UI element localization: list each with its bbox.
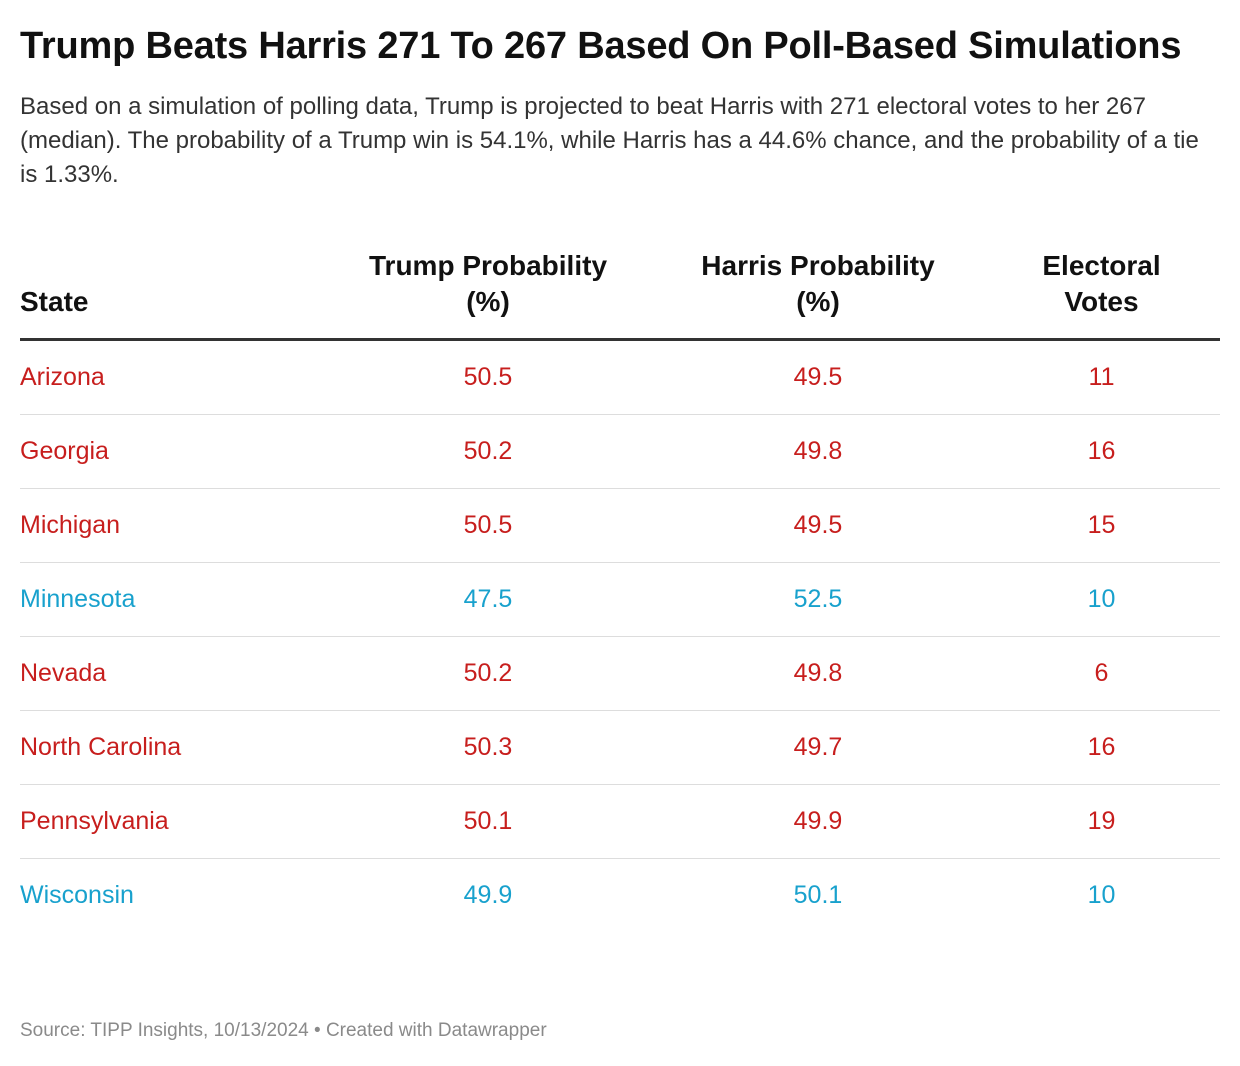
cell-electoral-votes: 15 [983, 488, 1220, 563]
cell-trump-probability: 50.5 [323, 339, 653, 415]
cell-electoral-votes: 16 [983, 710, 1220, 785]
table-row: Georgia 50.2 49.8 16 [20, 414, 1220, 489]
cell-trump-probability: 50.2 [323, 636, 653, 711]
table-row: Pennsylvania 50.1 49.9 19 [20, 784, 1220, 859]
chart-title: Trump Beats Harris 271 To 267 Based On P… [20, 25, 1182, 67]
cell-electoral-votes: 11 [983, 339, 1220, 415]
footer-separator: • [314, 1020, 321, 1041]
cell-electoral-votes: 10 [1087, 881, 1116, 909]
credit-note: Created with Datawrapper [325, 1020, 547, 1041]
cell-state: Georgia [20, 414, 323, 489]
table-body: Arizona 50.5 49.5 11 Georgia 50.2 49.8 16 Michig… [20, 339, 1220, 933]
cell-trump-probability: 50.3 [323, 710, 653, 785]
source-note: Source: TIPP Insights, 10/13/2024 [20, 1020, 309, 1041]
table-row: Minnesota 47.5 52.5 10 [20, 562, 1220, 637]
cell-state: Nevada [20, 636, 323, 711]
column-header-electoral-votes-label: Electoral Votes [1042, 250, 1161, 317]
cell-harris-probability: 50.1 [793, 881, 843, 909]
column-header-trump-probability-label: Trump Probability (%) [368, 250, 608, 317]
table-row: Nevada 50.2 49.8 6 [20, 636, 1220, 711]
column-header-harris-probability-label: Harris Probability (%) [701, 250, 935, 317]
table-row: Arizona 50.5 49.5 11 [20, 339, 1220, 415]
cell-state: Arizona [20, 339, 323, 415]
cell-trump-probability: 49.9 [463, 881, 513, 909]
cell-trump-probability: 50.5 [323, 488, 653, 563]
table-row: Wisconsin 49.9 50.1 10 [20, 859, 1220, 933]
cell-harris-probability: 49.8 [653, 636, 983, 711]
cell-electoral-votes: 19 [983, 784, 1220, 859]
chart-subtitle: Based on a simulation of polling data, T… [20, 93, 1199, 188]
column-header-state[interactable]: State [20, 248, 323, 341]
cell-electoral-votes: 16 [983, 414, 1220, 489]
cell-harris-probability: 49.9 [653, 784, 983, 859]
cell-state: Pennsylvania [20, 784, 323, 859]
cell-harris-probability: 52.5 [653, 562, 983, 637]
column-header-electoral-votes[interactable]: Electoral Votes [983, 248, 1220, 341]
table-row: Michigan 50.5 49.5 15 [20, 488, 1220, 563]
table-row: North Carolina 50.3 49.7 16 [20, 710, 1220, 785]
chart-container: Trump Beats Harris 271 To 267 Based On P… [20, 22, 1220, 932]
cell-state: Minnesota [20, 562, 323, 637]
cell-harris-probability: 49.7 [653, 710, 983, 785]
cell-trump-probability: 47.5 [323, 562, 653, 637]
cell-trump-probability: 50.2 [323, 414, 653, 489]
cell-trump-probability: 50.1 [323, 784, 653, 859]
cell-harris-probability: 49.8 [653, 414, 983, 489]
cell-state: North Carolina [20, 710, 323, 785]
cell-electoral-votes: 6 [983, 636, 1220, 711]
data-table: State Trump Probability (%) Harris Proba… [20, 248, 1220, 932]
table-header-row: State Trump Probability (%) Harris Proba… [20, 248, 1220, 341]
cell-state: Wisconsin [20, 881, 134, 909]
cell-state: Michigan [20, 488, 323, 563]
cell-harris-probability: 49.5 [653, 339, 983, 415]
cell-electoral-votes: 10 [983, 562, 1220, 637]
chart-footer: Source: TIPP Insights, 10/13/2024 • Crea… [20, 1020, 547, 1042]
column-header-trump-probability[interactable]: Trump Probability (%) [323, 248, 653, 341]
cell-harris-probability: 49.5 [653, 488, 983, 563]
column-header-harris-probability[interactable]: Harris Probability (%) [653, 248, 983, 341]
